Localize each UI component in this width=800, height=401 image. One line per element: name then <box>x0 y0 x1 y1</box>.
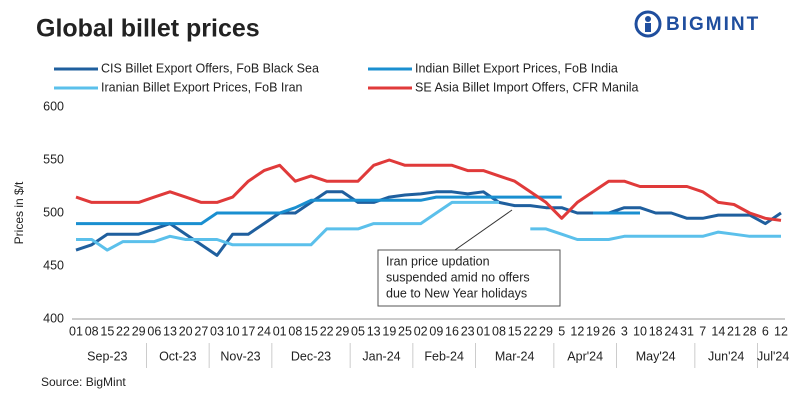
x-tick-label: 21 <box>727 324 741 338</box>
month-label: Dec-23 <box>291 349 331 363</box>
month-label: Jan-24 <box>362 349 400 363</box>
x-tick-label: 17 <box>241 324 255 338</box>
y-tick-label: 550 <box>43 152 64 166</box>
x-tick-label: 01 <box>69 324 83 338</box>
x-tick-label: 7 <box>699 324 706 338</box>
annotation-box <box>377 249 561 307</box>
x-tick-label: 01 <box>273 324 287 338</box>
x-tick-label: 19 <box>382 324 396 338</box>
legend-label: CIS Billet Export Offers, FoB Black Sea <box>101 61 319 75</box>
x-tick-label: 13 <box>367 324 381 338</box>
x-tick-label: 19 <box>586 324 600 338</box>
x-tick-label: 01 <box>476 324 490 338</box>
month-label: Feb-24 <box>424 349 464 363</box>
x-tick-label: 22 <box>116 324 130 338</box>
x-tick-label: 12 <box>570 324 584 338</box>
month-label: Sep-23 <box>87 349 127 363</box>
legend-label: Indian Billet Export Prices, FoB India <box>415 61 618 75</box>
logo: BIGMINT <box>634 10 760 38</box>
series-line <box>76 195 640 226</box>
annotation-text: suspended amid no offers <box>386 270 530 284</box>
x-tick-label: 15 <box>304 324 318 338</box>
series-line <box>76 200 781 252</box>
x-tick-label: 08 <box>85 324 99 338</box>
y-tick-label: 500 <box>43 205 64 219</box>
x-tick-label: 03 <box>210 324 224 338</box>
logo-icon <box>645 23 651 32</box>
series-line <box>75 158 782 222</box>
month-label: Nov-23 <box>220 349 260 363</box>
x-tick-label: 14 <box>711 324 725 338</box>
logo-icon <box>634 10 662 38</box>
x-tick-label: 24 <box>664 324 678 338</box>
annotation-text: Iran price updation <box>386 254 490 268</box>
x-tick-label: 22 <box>320 324 334 338</box>
legend-label: SE Asia Billet Import Offers, CFR Manila <box>415 80 638 94</box>
annotation-text: due to New Year holidays <box>386 286 527 300</box>
x-tick-label: 5 <box>558 324 565 338</box>
x-tick-label: 09 <box>429 324 443 338</box>
month-label: Apr'24 <box>567 349 603 363</box>
x-tick-label: 24 <box>257 324 271 338</box>
month-label: Mar-24 <box>495 349 535 363</box>
y-tick-label: 600 <box>43 99 64 113</box>
logo-text: BIGMINT <box>666 14 760 35</box>
y-tick-label: 400 <box>43 311 64 325</box>
x-tick-label: 18 <box>649 324 663 338</box>
x-tick-label: 16 <box>445 324 459 338</box>
chart-title: Global billet prices <box>36 15 260 43</box>
x-tick-label: 29 <box>132 324 146 338</box>
month-label: Jun'24 <box>708 349 744 363</box>
x-tick-label: 02 <box>414 324 428 338</box>
x-tick-label: 05 <box>351 324 365 338</box>
y-axis-label: Prices in $/t <box>12 181 26 244</box>
month-label: May'24 <box>636 349 676 363</box>
x-tick-label: 25 <box>398 324 412 338</box>
x-tick-label: 12 <box>774 324 788 338</box>
x-tick-label: 29 <box>539 324 553 338</box>
x-tick-label: 31 <box>680 324 694 338</box>
x-tick-label: 15 <box>508 324 522 338</box>
x-tick-label: 22 <box>523 324 537 338</box>
x-tick-label: 08 <box>492 324 506 338</box>
x-tick-label: 6 <box>762 324 769 338</box>
x-tick-label: 27 <box>194 324 208 338</box>
x-tick-label: 10 <box>633 324 647 338</box>
month-label: Jul'24 <box>757 349 789 363</box>
x-tick-label: 20 <box>179 324 193 338</box>
x-tick-label: 10 <box>226 324 240 338</box>
x-tick-label: 23 <box>461 324 475 338</box>
logo-icon <box>645 16 651 22</box>
month-label: Oct-23 <box>159 349 197 363</box>
x-tick-label: 15 <box>100 324 114 338</box>
x-tick-label: 28 <box>743 324 757 338</box>
x-tick-label: 26 <box>602 324 616 338</box>
y-tick-label: 450 <box>43 258 64 272</box>
legend-label: Iranian Billet Export Prices, FoB Iran <box>101 80 303 94</box>
x-tick-label: 3 <box>621 324 628 338</box>
x-tick-label: 08 <box>288 324 302 338</box>
x-tick-label: 06 <box>147 324 161 338</box>
x-tick-label: 13 <box>163 324 177 338</box>
x-tick-label: 29 <box>335 324 349 338</box>
source: Source: BigMint <box>41 375 126 389</box>
annotation-pointer <box>454 209 513 251</box>
